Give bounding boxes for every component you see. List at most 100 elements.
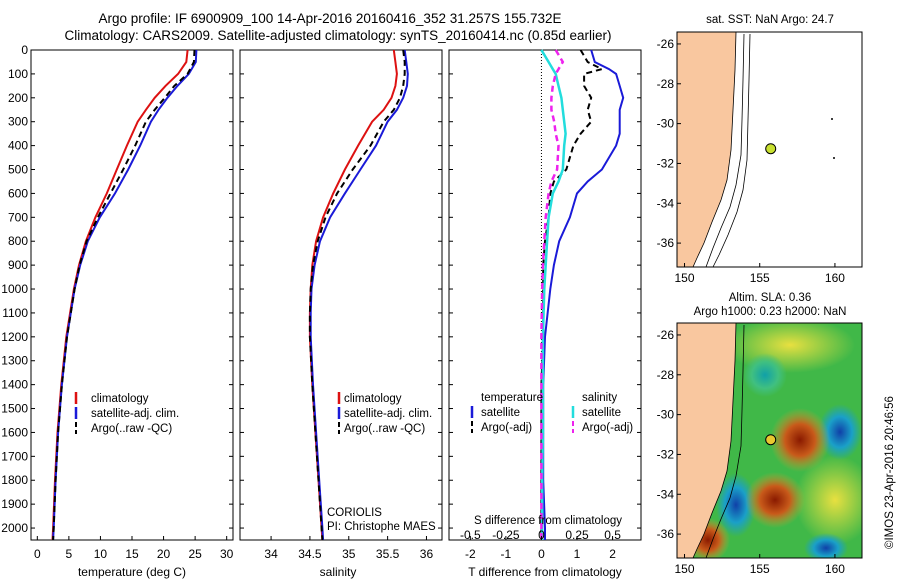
x-tick-label: 35.5 (376, 547, 400, 561)
s-difference-label: S difference from climatology (474, 515, 622, 527)
sla-map-title-line2: Argo h1000: 0.23 h2000: NaN (694, 306, 847, 318)
series-line-climatology (308, 49, 398, 541)
sla-low-eddy (716, 473, 756, 537)
t-difference-xlabel: T difference from climatology (468, 565, 622, 579)
x-tick-label: 155 (750, 271, 770, 285)
series-line-satellite-adj-clim- (52, 49, 198, 541)
y-tick-label: 1600 (1, 425, 28, 439)
x-tick-label: 35 (342, 547, 356, 561)
sst-map-panel: sat. SST: NaN Argo: 24.7 150 155 160 -26 -28… (657, 14, 863, 285)
s-tick-label: 0.5 (604, 528, 621, 542)
legend-satellite: satellite-adj. clim. (344, 408, 432, 420)
y-tick-label: 1100 (2, 306, 28, 320)
series-line-s-satellite (540, 49, 567, 540)
legend-t-argo: Argo(-adj) (481, 422, 532, 434)
temperature-panel: 0 5 10 15 20 25 300100200300400500600700800900… (1, 43, 233, 579)
argo-float-location (765, 143, 777, 155)
x-tick-label: -2 (465, 547, 476, 561)
x-tick-label: 10 (94, 547, 108, 561)
s-tick-label: -0.5 (460, 528, 481, 542)
figure-title-line1: Argo profile: IF 6900909_100 14-Apr-2016… (98, 11, 561, 26)
x-tick-label: 30 (220, 547, 234, 561)
y-tick-label: 400 (8, 139, 28, 153)
data-centre-label: CORIOLIS (327, 507, 382, 519)
figure-title-line2: Climatology: CARS2009. Satellite-adjuste… (64, 28, 611, 43)
sla-map-title-line1: Altim. SLA: 0.36 (729, 292, 811, 304)
sla-high-eddy (745, 472, 805, 528)
sst-map-title: sat. SST: NaN Argo: 24.7 (706, 14, 834, 26)
legend-climatology: climatology (91, 393, 149, 405)
legend-s-argo: Argo(-adj) (582, 422, 633, 434)
y-tick-label: 1700 (1, 449, 28, 463)
x-tick-label: 36 (420, 547, 434, 561)
y-tick-label: -30 (657, 408, 675, 422)
x-tick-label: 34 (264, 547, 278, 561)
series-line-t-argo-adj- (540, 49, 605, 540)
sla-high-region (795, 455, 862, 545)
x-tick-label: 20 (157, 547, 171, 561)
island-marker (833, 157, 835, 159)
y-tick-label: 1200 (1, 330, 28, 344)
y-tick-label: -26 (657, 328, 675, 342)
legend-climatology: climatology (344, 393, 402, 405)
y-tick-label: -34 (657, 196, 675, 210)
y-tick-label: 900 (8, 258, 28, 272)
isobath-1000m (705, 324, 745, 558)
sla-high-eddy (770, 408, 830, 472)
difference-panel: -2 -1 0 1 2 -0.5 -0.25 0 0.25 0.5 temperature sal… (448, 49, 642, 579)
y-tick-label: 1500 (1, 402, 28, 416)
y-tick-label: 1900 (1, 497, 28, 511)
x-tick-label: 34.5 (298, 547, 322, 561)
x-tick-label: 155 (750, 562, 770, 576)
y-tick-label: 200 (8, 91, 28, 105)
coastline-land (677, 323, 737, 558)
x-tick-label: 150 (675, 562, 695, 576)
legend-title-salinity: salinity (582, 392, 617, 404)
isobath-2000m (712, 33, 751, 268)
x-tick-label: 25 (188, 547, 202, 561)
y-tick-label: -32 (657, 156, 675, 170)
s-tick-label: 0 (538, 528, 545, 542)
x-tick-label: 1 (574, 547, 581, 561)
legend-argo: Argo(..raw -QC) (91, 423, 172, 435)
salinity-legend: climatology satellite-adj. clim. Argo(..… (337, 392, 432, 435)
y-tick-label: 2000 (1, 521, 28, 535)
legend-argo: Argo(..raw -QC) (344, 423, 425, 435)
sla-map-axes (676, 322, 863, 559)
sla-low-eddy (804, 533, 848, 558)
x-tick-label: 15 (125, 547, 139, 561)
y-tick-label: -26 (657, 37, 675, 51)
argo-float-location (765, 434, 777, 446)
isobath-1000m (705, 33, 745, 268)
s-tick-label: 0.25 (565, 528, 589, 542)
series-line-argo-raw-qc- (52, 49, 196, 541)
y-tick-label: -36 (657, 527, 675, 541)
sla-low-eddy (743, 353, 787, 397)
y-tick-label: 1800 (1, 473, 28, 487)
y-tick-label: -32 (657, 447, 675, 461)
s-tick-label: -0.25 (492, 528, 520, 542)
y-tick-label: 300 (8, 115, 28, 129)
y-tick-label: -28 (657, 368, 675, 382)
salinity-axes (239, 49, 443, 541)
temperature-legend: climatology satellite-adj. clim. Argo(..… (74, 392, 179, 435)
y-tick-label: -34 (657, 487, 675, 501)
y-tick-label: -30 (657, 117, 675, 131)
legend-s-satellite: satellite (582, 407, 621, 419)
y-tick-label: 100 (8, 67, 28, 81)
x-tick-label: 160 (825, 562, 845, 576)
legend-t-satellite: satellite (481, 407, 520, 419)
temperature-axes (30, 49, 234, 541)
y-tick-label: 800 (8, 234, 28, 248)
y-tick-label: 0 (21, 43, 28, 57)
x-tick-label: 0 (34, 547, 41, 561)
y-tick-label: 1000 (1, 282, 28, 296)
sla-heatmap (677, 323, 862, 558)
y-tick-label: 700 (8, 210, 28, 224)
x-tick-label: 5 (66, 547, 73, 561)
sla-map-panel: Altim. SLA: 0.36 Argo h1000: 0.23 h2000:… (657, 292, 863, 576)
x-tick-label: 150 (675, 271, 695, 285)
island-marker (831, 118, 833, 120)
difference-legend: temperature salinity satellite Argo(-adj… (470, 392, 633, 434)
